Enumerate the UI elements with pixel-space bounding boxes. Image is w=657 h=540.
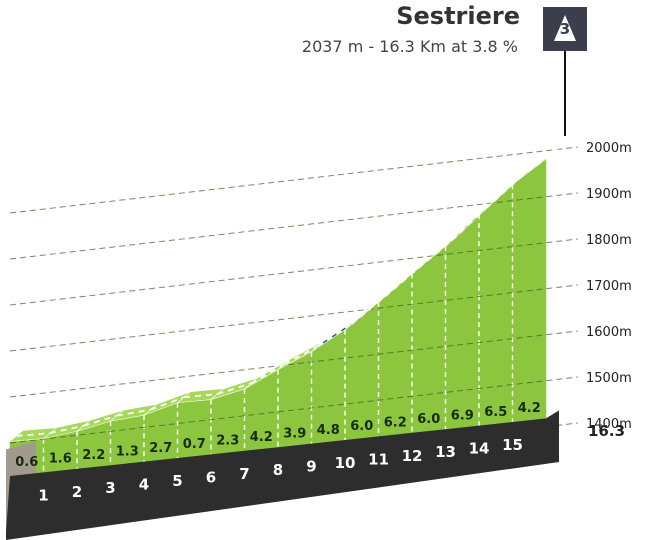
gradient-label: 4.8 <box>317 423 340 438</box>
km-marker-label: 14 <box>469 440 490 458</box>
climb-title: Sestriere <box>396 2 520 30</box>
km-marker-label: 12 <box>402 447 423 465</box>
km-marker-label: 7 <box>239 465 249 483</box>
gradient-label: 3.9 <box>283 426 306 441</box>
elevation-tick-label: 1400m <box>586 417 632 432</box>
profile-center-line <box>83 414 118 427</box>
km-marker-label: 4 <box>139 476 149 494</box>
km-marker-label: 13 <box>435 443 456 461</box>
total-distance-label: 16.3 <box>588 422 625 440</box>
gradient-label: 0.6 <box>15 455 38 470</box>
km-marker-label: 9 <box>306 458 316 476</box>
elevation-tick-label: 1800m <box>586 233 632 248</box>
gradient-label: 2.2 <box>82 448 105 463</box>
gradient-label: 1.6 <box>49 452 72 467</box>
gradient-label: 2.7 <box>149 441 172 456</box>
profile-center-line <box>116 408 151 417</box>
km-marker-label: 11 <box>368 450 389 468</box>
profile-segment-side <box>411 245 446 434</box>
profile-center-line <box>49 424 84 435</box>
elevation-tick-label: 2000m <box>586 141 632 156</box>
elevation-grid-line <box>9 330 579 398</box>
base-strip <box>6 410 559 540</box>
profile-center-line <box>217 382 252 395</box>
profile-center-line <box>317 323 352 347</box>
profile-segment-side <box>478 183 513 426</box>
gradient-label: 6.0 <box>417 412 440 427</box>
gradient-label: 6.5 <box>484 405 507 420</box>
gradient-label: 4.2 <box>250 430 273 445</box>
profile-center-line <box>518 152 554 180</box>
elevation-grid-line <box>9 376 579 444</box>
gradient-label: 6.2 <box>384 416 407 431</box>
profile-center-line <box>16 432 51 437</box>
gradient-label: 0.7 <box>183 437 206 452</box>
gradient-label: 6.0 <box>350 419 373 434</box>
climb-summary: 2037 m - 16.3 Km at 3.8 % <box>301 37 518 56</box>
profile-center-line <box>150 396 185 411</box>
gradient-label: 6.9 <box>451 408 474 423</box>
profile-center-line <box>451 208 487 242</box>
elevation-grid-line <box>9 192 579 260</box>
km-marker-label: 8 <box>273 461 283 479</box>
km-marker-label: 6 <box>206 468 216 486</box>
gradient-label: 2.3 <box>216 434 239 449</box>
category-number: 3 <box>559 20 571 38</box>
elevation-grid-line <box>9 284 579 352</box>
elevation-tick-label: 1500m <box>586 371 632 386</box>
profile-top-surface <box>9 147 560 442</box>
gradient-label: 4.2 <box>518 401 541 416</box>
gradient-label: 1.3 <box>116 444 139 459</box>
elevation-tick-label: 1700m <box>586 279 632 294</box>
km-marker-label: 5 <box>172 472 182 490</box>
km-marker-label: 3 <box>105 479 115 497</box>
elevation-grid-line <box>9 238 579 306</box>
km-marker-label: 10 <box>335 454 356 472</box>
profile-center-line <box>183 393 218 399</box>
chart-labels: 0.6 1.6 2.2 1.3 2.7 0.7 2.3 4.2 3.9 4.8 6.0 6.2 6.0 6… <box>15 141 632 504</box>
km-marker-label: 1 <box>38 486 48 504</box>
km-marker-label: 2 <box>72 483 82 501</box>
profile-segment-side <box>445 213 480 430</box>
profile-base <box>6 410 559 540</box>
elevation-tick-label: 1900m <box>586 187 632 202</box>
km-marker-label: 15 <box>502 436 523 454</box>
mountain-icon <box>554 15 576 41</box>
elevation-tick-label: 1600m <box>586 325 632 340</box>
profile-area <box>6 158 547 532</box>
elevation-grid-line <box>9 146 579 214</box>
